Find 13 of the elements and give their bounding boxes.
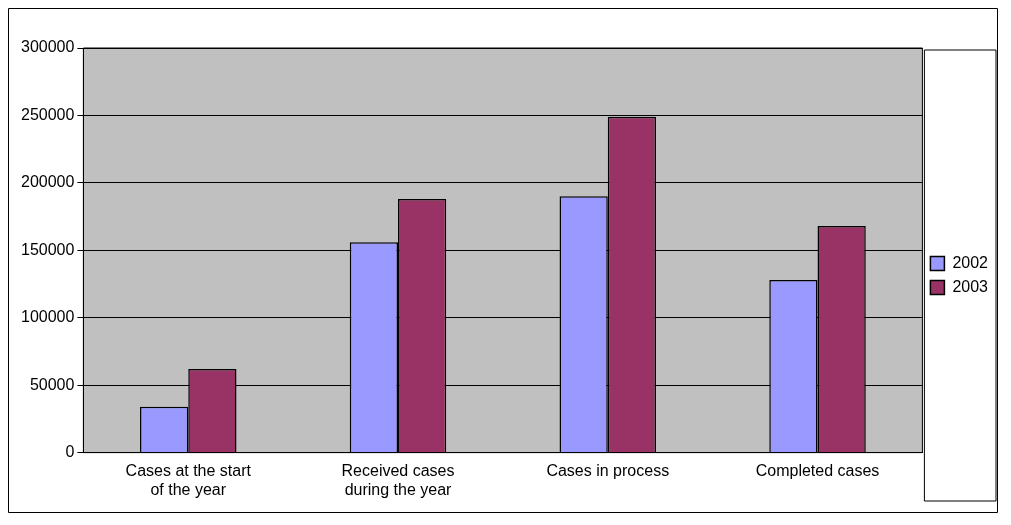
legend-label: 2002 [952,253,989,271]
legend-label: 2003 [952,277,989,295]
y-tick-label: 100000 [21,308,75,326]
x-tick-label: Completed cases [755,461,880,479]
y-tick-label: 50000 [29,375,75,393]
x-tick-label: Cases at the start of the year [125,461,252,498]
x-tick-label: Received cases during the year [341,461,455,498]
y-tick-label: 200000 [21,173,75,191]
y-tick-label: 300000 [21,38,75,56]
y-tick-label: 250000 [21,105,75,123]
y-tick-label: 150000 [21,240,75,258]
x-tick-label: Cases in process [546,461,670,479]
y-tick-label: 0 [65,443,75,461]
